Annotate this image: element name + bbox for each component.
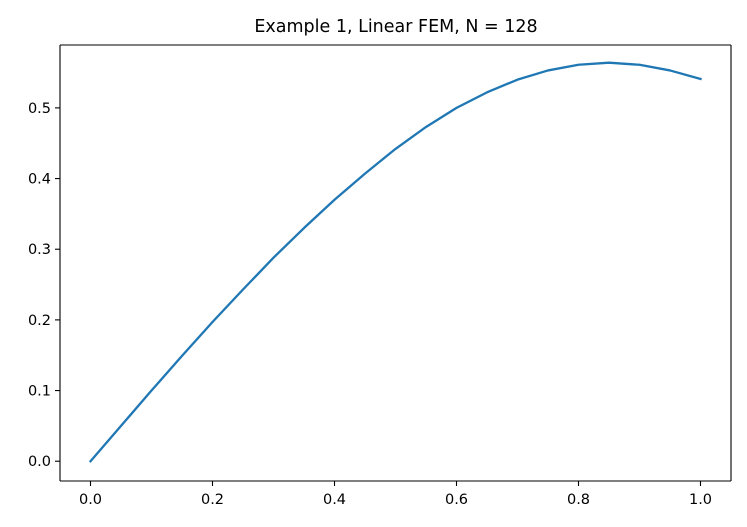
x-tick-label: 1.0 (689, 492, 712, 508)
y-tick-label: 0.4 (28, 172, 51, 188)
y-tick-label: 0.0 (28, 454, 51, 470)
x-tick-label: 0.6 (445, 492, 468, 508)
axes: 0.0 0.2 0.4 0.6 0.8 1.0 0.0 0.1 0.2 0.3 0.4 0.5 (28, 44, 732, 508)
chart-title: Example 1, Linear FEM, N = 128 (254, 17, 537, 37)
x-tick-label: 0.4 (323, 492, 346, 508)
plot-area (88, 61, 702, 463)
y-tick-label: 0.5 (28, 101, 51, 117)
y-tick-label: 0.3 (28, 242, 51, 258)
y-tick-label: 0.2 (28, 313, 51, 329)
y-tick-label: 0.1 (28, 384, 51, 400)
x-tick-label: 0.0 (79, 492, 102, 508)
x-tick-label: 0.2 (201, 492, 224, 508)
series-line-0 (88, 61, 702, 463)
x-tick-label: 0.8 (567, 492, 590, 508)
